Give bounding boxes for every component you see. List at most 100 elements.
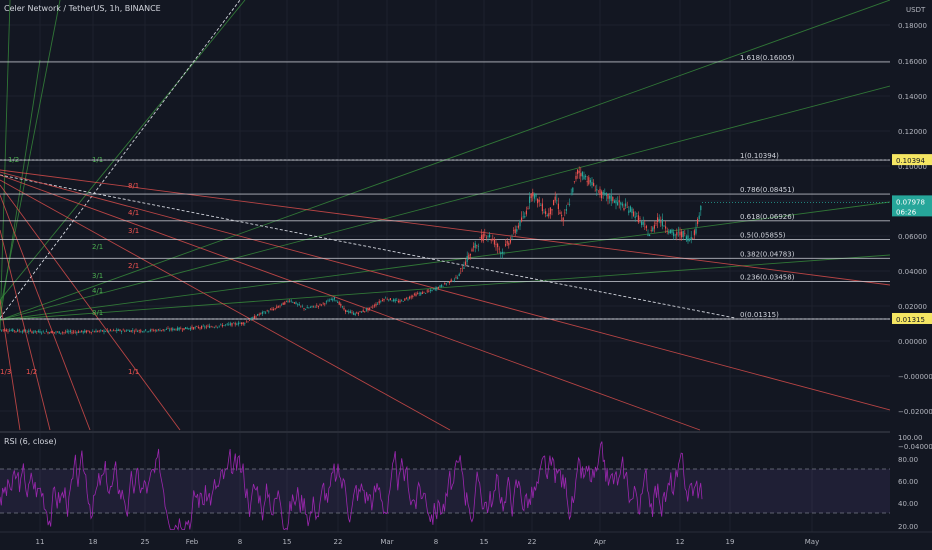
candle-body [274, 308, 276, 309]
candle-body [212, 326, 214, 328]
gann-line-green [0, 201, 891, 321]
candle-body [303, 308, 305, 309]
candle-body [277, 306, 279, 308]
gann-label-green: 3/1 [92, 272, 103, 280]
candle-body [49, 332, 51, 334]
candle-body [457, 277, 459, 279]
candle-body [666, 230, 668, 232]
candle-body [21, 331, 23, 333]
candle-body [202, 325, 204, 327]
candle-body [508, 242, 510, 246]
candle-body [367, 308, 369, 311]
candle-body [241, 322, 243, 325]
candle-body [671, 229, 673, 234]
candle-body [412, 295, 414, 297]
candle-body [426, 290, 428, 292]
candle-body [521, 217, 523, 222]
candle-body [293, 302, 295, 304]
candle-body [145, 329, 147, 331]
candle-body [53, 332, 55, 333]
candle-body [101, 330, 103, 332]
candle-body [615, 200, 617, 204]
candle-body [445, 283, 447, 285]
candle-body [669, 229, 671, 234]
candle-body [220, 324, 222, 325]
symbol-title[interactable]: Celer Network / TetherUS, 1h, BINANCE [4, 4, 161, 13]
candle-body [335, 300, 337, 301]
time-axis-bg [0, 532, 932, 550]
candle-body [514, 229, 516, 233]
candle-body [141, 331, 143, 332]
candle-body [607, 194, 609, 199]
candle-body [433, 288, 435, 290]
candle-body [12, 329, 14, 332]
time-tick: 8 [238, 538, 242, 546]
candle-body [37, 330, 39, 332]
candle-body [185, 327, 187, 330]
candle-body [103, 330, 105, 333]
candle-body [306, 307, 308, 309]
candle-body [489, 234, 491, 238]
price-tick: 0.16000 [898, 58, 927, 66]
candle-body [295, 302, 297, 305]
candle-body [610, 194, 612, 201]
candle-body [537, 198, 539, 204]
candle-body [647, 234, 649, 236]
candle-body [665, 226, 667, 229]
candle-body [545, 211, 547, 215]
candle-body [629, 206, 631, 212]
candle-body [365, 309, 367, 311]
candle-body [530, 193, 532, 199]
candle-body [197, 327, 199, 329]
candle-body [673, 232, 675, 237]
candle-body [321, 304, 323, 306]
candle-body [397, 300, 399, 303]
candle-body [95, 330, 97, 333]
candle-body [316, 305, 318, 307]
candle-body [649, 234, 651, 237]
candle-body [229, 323, 231, 325]
candle-body [434, 288, 436, 291]
candle-body [681, 231, 683, 238]
candle-body [250, 317, 252, 320]
candle-body [285, 300, 287, 302]
candle-body [39, 330, 41, 333]
rsi-tick: 40.00 [898, 500, 918, 508]
candle-body [402, 301, 404, 302]
rsi-title[interactable]: RSI (6, close) [4, 437, 57, 446]
candle-body [631, 208, 633, 214]
candle-body [599, 188, 601, 196]
gann-label-red: 4/1 [128, 209, 139, 217]
price-tick: −0.02000 [898, 408, 932, 416]
candle-body [81, 330, 83, 332]
candle-body [503, 252, 505, 253]
candle-body [63, 332, 65, 333]
candle-body [388, 299, 390, 301]
candle-body [401, 300, 403, 301]
candle-body [55, 331, 57, 333]
gann-label-red: 1/1 [128, 368, 139, 376]
candle-body [527, 208, 529, 209]
candle-body [693, 230, 695, 236]
candle-body [245, 321, 247, 323]
candle-body [260, 312, 262, 314]
candle-body [65, 331, 67, 333]
fib-retracement[interactable]: 1.618(0.16005) 1(0.10394) 0.786(0.08451) 0.… [0, 54, 890, 320]
candle-body [338, 302, 340, 305]
time-tick: 25 [141, 538, 150, 546]
candle-body [469, 253, 471, 256]
candle-body [252, 317, 254, 318]
candle-body [177, 327, 179, 331]
candle-body [90, 331, 92, 333]
candle-body [213, 327, 215, 328]
candle-body [268, 311, 270, 313]
candle-body [108, 330, 110, 332]
candle-body [497, 243, 499, 248]
candle-body [596, 189, 598, 191]
time-tick: Mar [380, 538, 393, 546]
candle-body [519, 220, 521, 227]
candle-body [564, 212, 566, 214]
candle-body [641, 221, 643, 225]
candle-body [151, 329, 153, 331]
